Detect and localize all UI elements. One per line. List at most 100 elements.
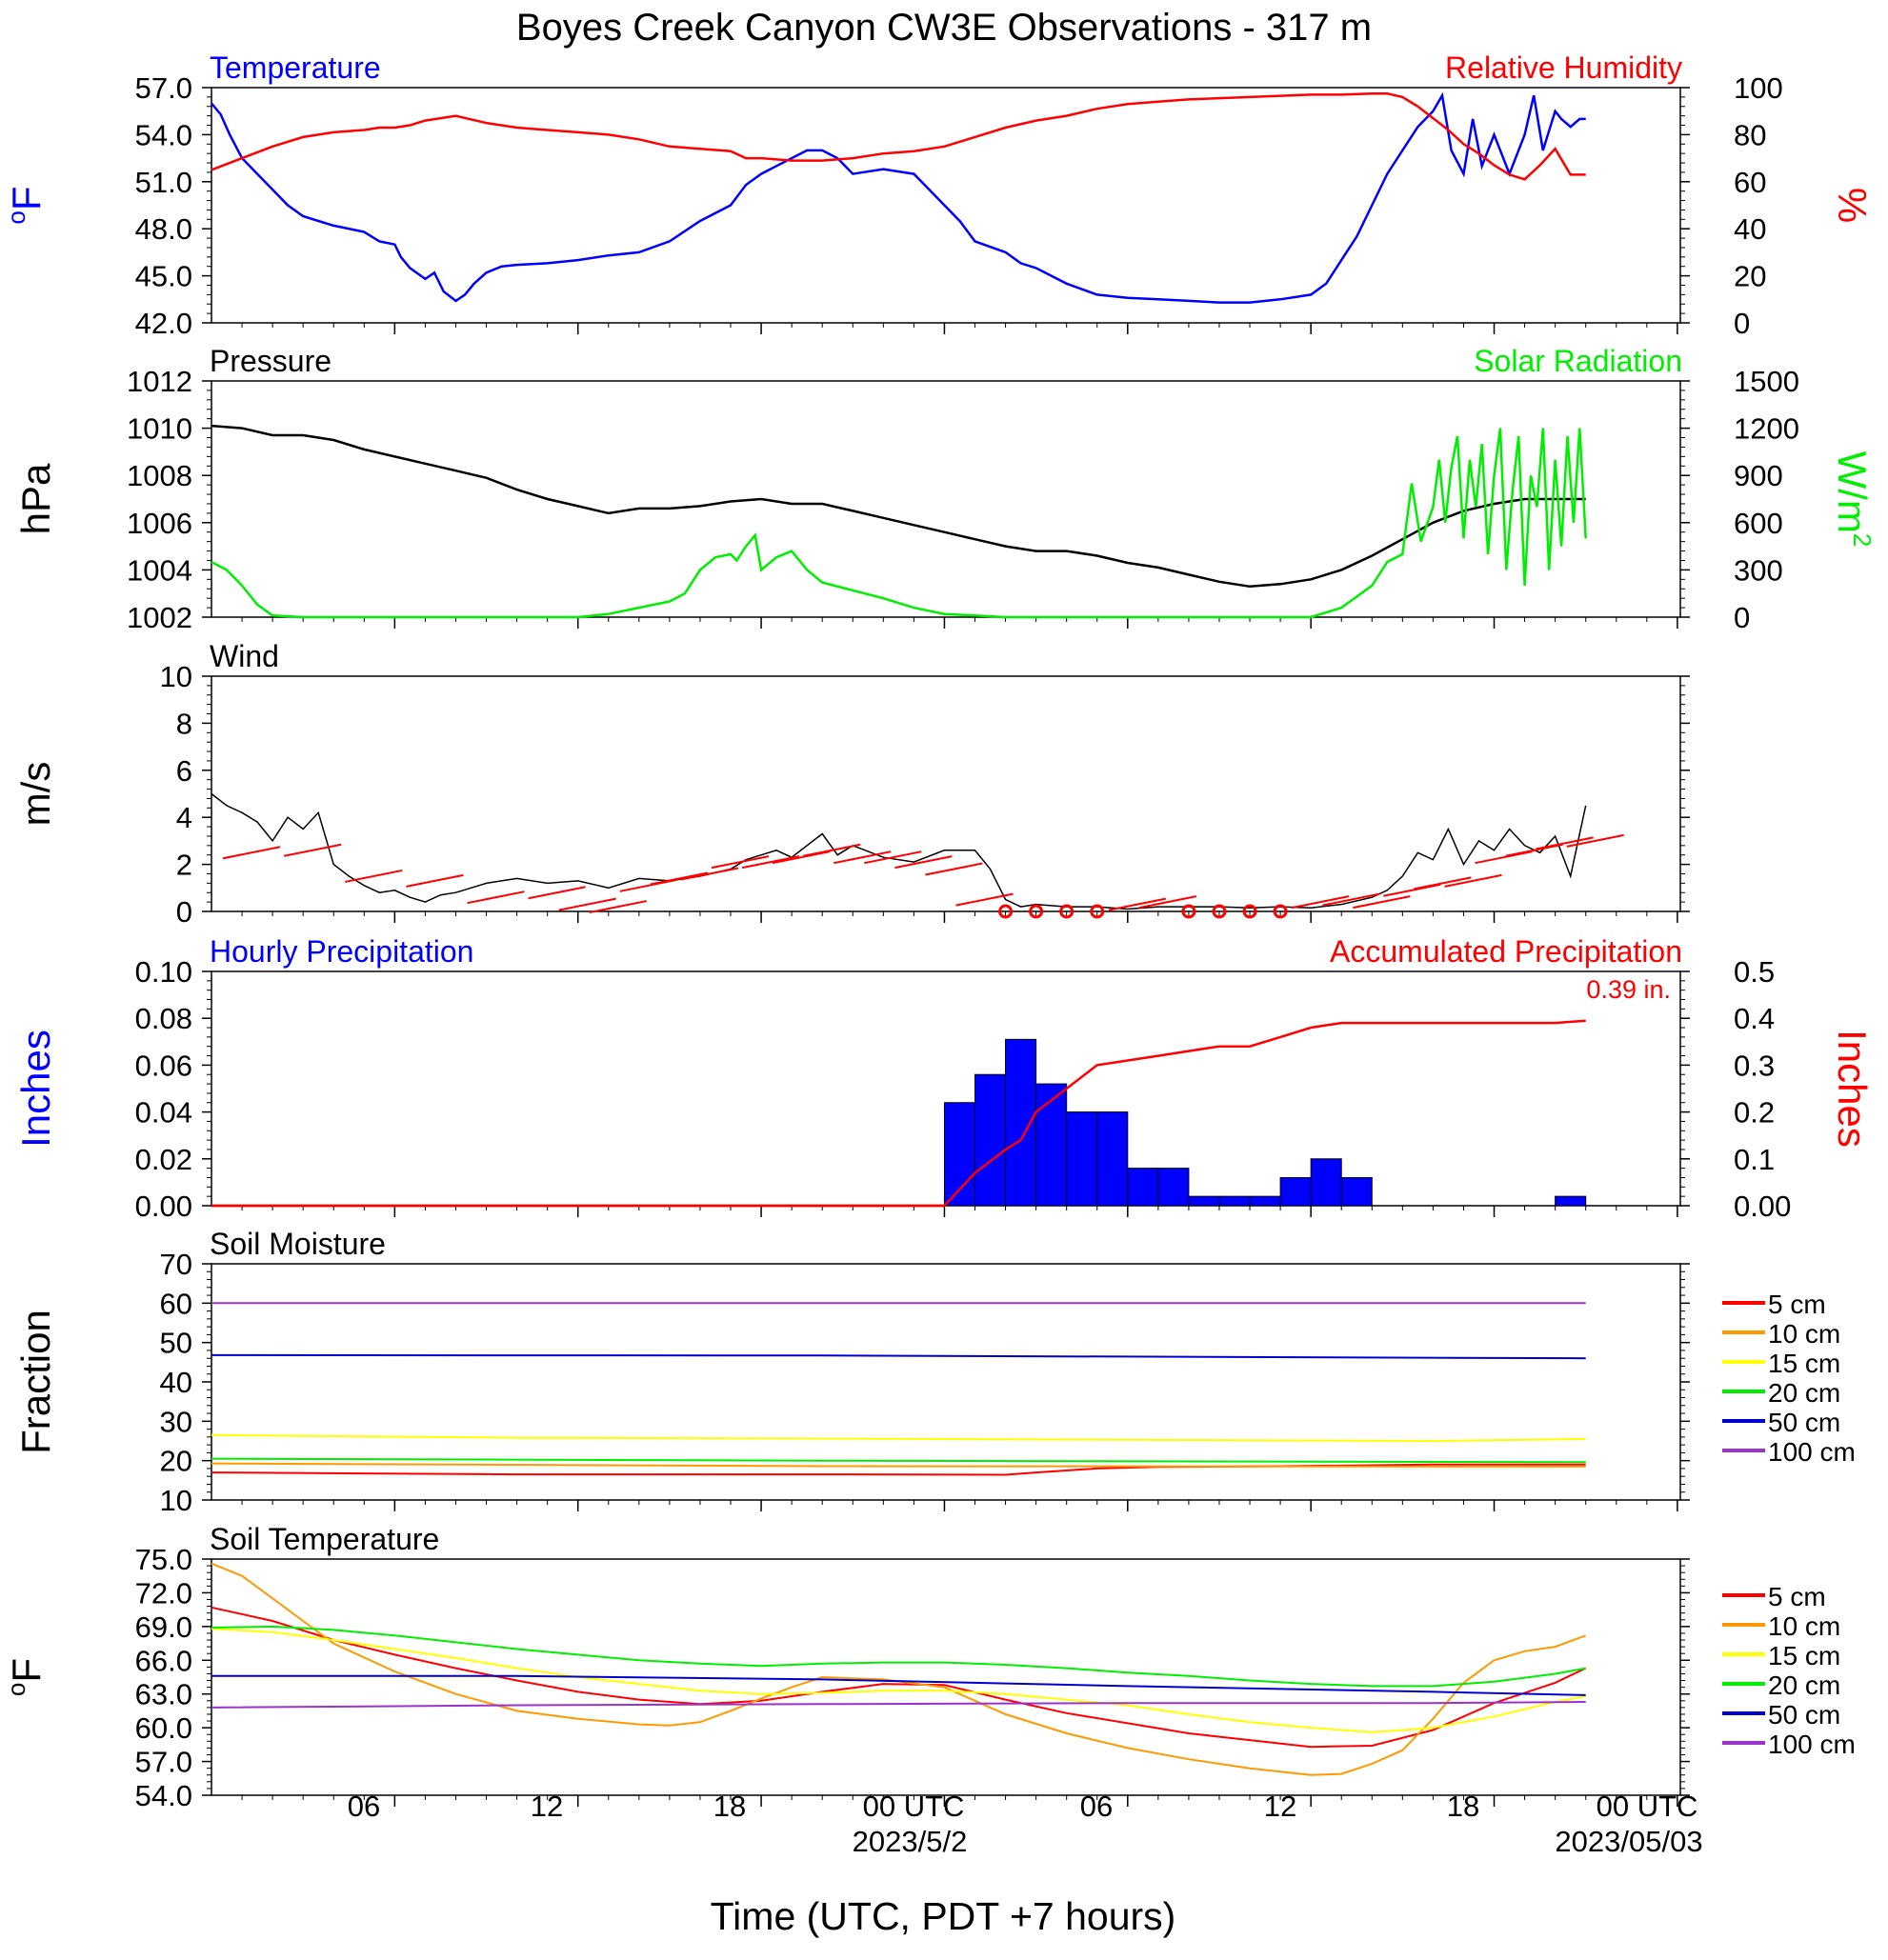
- y-axis-title-right: %: [1830, 188, 1875, 223]
- precip-bar: [1127, 1168, 1159, 1207]
- y-tick-label: 1004: [127, 553, 192, 587]
- soil-line: [211, 1674, 1586, 1696]
- x-tick-label: 00 UTC: [863, 1790, 965, 1823]
- y-tick-label: 0.06: [135, 1049, 192, 1082]
- wind-calm-marker: [1242, 904, 1257, 919]
- panel-soil_temperature: 75.072.069.066.063.060.057.054.0 Soil Tem…: [2, 1522, 1856, 1812]
- x-tick-label: 12: [1264, 1790, 1296, 1823]
- pressure-line: [211, 424, 1586, 589]
- y-tick-label-right: 40: [1734, 212, 1766, 246]
- y-axis-title: oF: [2, 1658, 49, 1696]
- wind-barb: [1536, 836, 1594, 850]
- y-tick-label: 10: [160, 660, 192, 693]
- panel-title-left: Hourly Precipitation: [210, 934, 473, 969]
- y-tick-label: 51.0: [135, 166, 192, 199]
- legend-label: 50 cm: [1768, 1700, 1840, 1730]
- wind-barb: [1322, 892, 1380, 907]
- y-tick-label: 63.0: [135, 1678, 192, 1711]
- panel-wind: 10 8 6 4 2 0 Wind m/s: [13, 639, 1690, 929]
- y-tick-label: 69.0: [135, 1610, 192, 1644]
- precip-bar: [1249, 1195, 1281, 1207]
- y-axis-title-right: Inches: [1830, 1030, 1875, 1148]
- panel-pressure_solar: 1012 1010 1008 1006 1004 1002 1500 1200 900 600 30…: [13, 344, 1877, 634]
- wind-barb: [711, 855, 770, 870]
- precip-bar: [974, 1073, 1007, 1207]
- y-tick-label: 10: [160, 1484, 192, 1517]
- precip-bar: [1555, 1195, 1587, 1207]
- soil-line: [211, 1701, 1586, 1709]
- wind-barb: [1291, 895, 1350, 910]
- y-tick-label: 1008: [127, 459, 192, 492]
- legend-label: 10 cm: [1768, 1319, 1840, 1349]
- panel-precip: 0.10 0.08 0.06 0.04 0.02 0.00 0.5 0.4 0.3 0.2 0.1 0…: [13, 934, 1875, 1223]
- y-tick-label: 75.0: [135, 1543, 192, 1576]
- wind-barb: [467, 890, 525, 905]
- y-tick-label: 42.0: [135, 307, 192, 340]
- wind-barb: [1444, 873, 1502, 888]
- precip-bar: [1218, 1195, 1251, 1207]
- y-tick-label-right: 0.4: [1734, 1002, 1775, 1035]
- y-tick-label-right: 300: [1734, 553, 1783, 587]
- wind-barb: [406, 873, 464, 888]
- wind-barb: [955, 892, 1014, 907]
- y-tick-label-right: 60: [1734, 166, 1766, 199]
- wind-calm-marker: [1181, 904, 1196, 919]
- wind-barb: [1414, 876, 1472, 890]
- panel-title-left: Pressure: [210, 344, 331, 378]
- y-tick-label-right: 0.5: [1734, 955, 1775, 989]
- legend-label: 50 cm: [1768, 1408, 1840, 1437]
- precip-bar: [1279, 1176, 1312, 1207]
- y-tick-label: 72.0: [135, 1576, 192, 1610]
- y-tick-label: 50: [160, 1327, 192, 1360]
- wind-barb: [558, 897, 616, 911]
- y-tick-label: 20: [160, 1445, 192, 1478]
- y-tick-label-right: 80: [1734, 118, 1766, 151]
- y-tick-label: 54.0: [135, 1779, 192, 1812]
- wind-barb: [1108, 897, 1166, 911]
- x-tick-label: 06: [1080, 1790, 1113, 1823]
- precip-bar: [1188, 1195, 1220, 1207]
- y-tick-label: 57.0: [135, 1746, 192, 1779]
- y-tick-label: 45.0: [135, 260, 192, 293]
- y-axis-title: oF: [2, 186, 49, 224]
- soil-line: [211, 1625, 1586, 1688]
- wind-barb: [925, 862, 983, 876]
- y-tick-label: 70: [160, 1248, 192, 1281]
- plot-frame: [211, 87, 1681, 324]
- wind-barb: [1353, 895, 1411, 910]
- y-tick-label: 57.0: [135, 71, 192, 105]
- y-tick-label: 66.0: [135, 1644, 192, 1677]
- precip-bar: [1340, 1176, 1373, 1207]
- soil-line: [211, 1457, 1586, 1464]
- y-tick-label: 1010: [127, 412, 192, 446]
- x-axis: 06 12 18 00 UTC 06 12 18 00 UTC 2023/5/2…: [348, 1790, 1703, 1938]
- y-axis-title: Inches: [13, 1030, 58, 1148]
- y-tick-label: 60: [160, 1287, 192, 1320]
- wind-calm-marker: [1029, 904, 1044, 919]
- x-date-label: 2023/05/03: [1555, 1825, 1702, 1858]
- y-tick-label: 1012: [127, 365, 192, 398]
- accum-precip-line: [211, 1019, 1586, 1208]
- panel-title-right: Solar Radiation: [1474, 344, 1682, 378]
- plot-frame: [211, 1558, 1681, 1796]
- y-tick-label-right: 1200: [1734, 412, 1799, 446]
- precip-bar: [1096, 1111, 1129, 1207]
- y-tick-label-right: 0: [1734, 601, 1750, 634]
- solar-line: [211, 428, 1587, 619]
- wind-barb: [1566, 833, 1624, 848]
- y-tick-label-right: 0.1: [1734, 1143, 1775, 1176]
- panel-title-right: Accumulated Precipitation: [1330, 934, 1682, 969]
- panel-title-right: Relative Humidity: [1445, 50, 1682, 85]
- legend-label: 20 cm: [1768, 1670, 1840, 1700]
- y-axis-title-right: W/m2: [1830, 451, 1877, 548]
- x-tick-label: 18: [713, 1790, 746, 1823]
- y-tick-label-right: 0.00: [1734, 1190, 1791, 1223]
- wind-speed-line: [211, 792, 1587, 910]
- panel-title-left: Soil Moisture: [210, 1227, 386, 1261]
- y-tick-label: 2: [176, 849, 192, 882]
- wind-barb: [680, 867, 739, 881]
- wind-barb: [650, 871, 709, 886]
- panel-temp_rh: 57.0 54.0 51.0 48.0 45.0 42.0 100 80 60 40 20 0 Temp…: [2, 50, 1875, 340]
- y-tick-label: 0: [176, 895, 192, 929]
